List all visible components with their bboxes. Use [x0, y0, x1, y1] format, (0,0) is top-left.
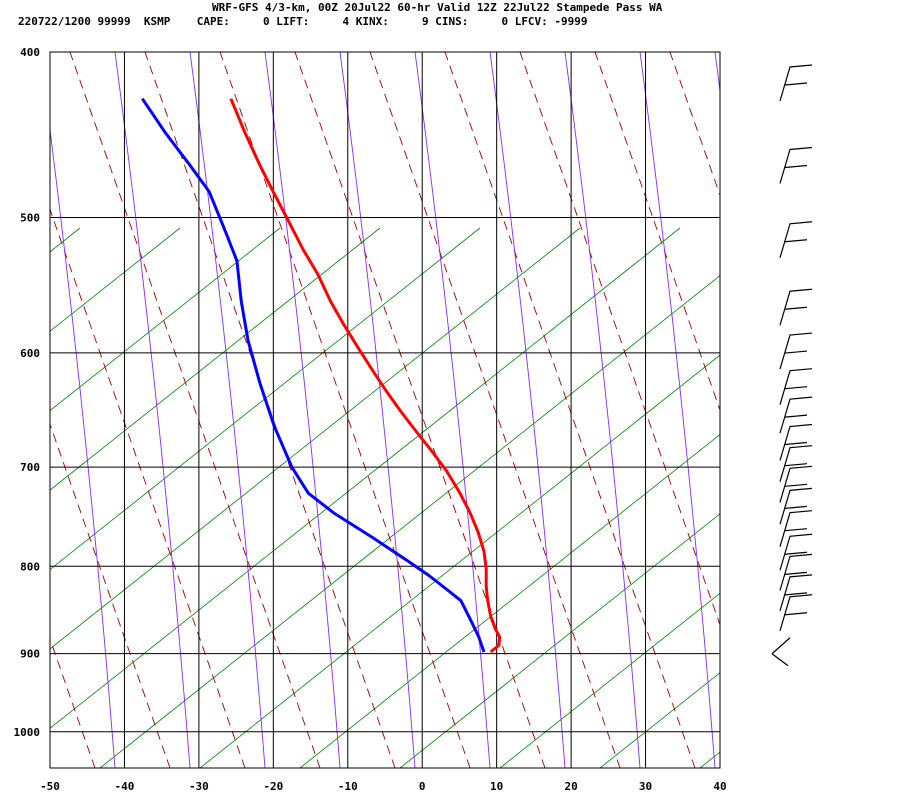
thermo-background-lines — [0, 52, 900, 768]
moist-adiabat-line — [114, 52, 191, 768]
dry-adiabat-line — [519, 52, 720, 627]
dry-adiabat-line — [820, 52, 900, 768]
wind-barb — [779, 465, 813, 503]
skewed-background-line — [599, 672, 720, 768]
moist-adiabat-line — [414, 52, 491, 768]
axis-ticks: -50 -40 -30 -20 -10 0 10 20 30 40 400 500 600 700 800 9… — [14, 46, 727, 793]
y-tick-label: 500 — [20, 212, 40, 225]
dry-adiabat-line — [50, 208, 246, 768]
header-title-line: WRF-GFS 4/3-km, 00Z 20Jul22 60-hr Valid … — [212, 1, 663, 14]
dry-adiabat-line — [594, 52, 720, 412]
moist-adiabat-line — [564, 52, 641, 768]
moist-adiabat-line — [189, 52, 266, 768]
moist-adiabat-line — [339, 52, 416, 768]
wind-barb — [779, 594, 813, 631]
skewed-background-line — [499, 592, 720, 768]
x-tick-label: 30 — [639, 780, 652, 793]
wind-barb — [779, 510, 813, 547]
wind-barb — [779, 368, 813, 405]
moist-adiabat-line — [50, 126, 116, 768]
skewed-background-line — [50, 227, 281, 412]
wind-barb — [779, 64, 813, 102]
wind-barb — [779, 487, 813, 525]
skewed-background-line — [299, 433, 720, 768]
x-tick-label: 20 — [564, 780, 577, 793]
wind-barb — [779, 288, 813, 326]
dry-adiabat-line — [294, 52, 546, 768]
wind-barb — [779, 553, 813, 591]
wind-barb — [779, 146, 813, 184]
dry-adiabat-line — [50, 637, 96, 768]
x-tick-label: -30 — [189, 780, 209, 793]
skewed-background-line — [50, 227, 181, 332]
dry-adiabat-line — [669, 52, 720, 197]
header-indices-line: 220722/1200 99999 KSMP CAPE: 0 LIFT: 4 K… — [18, 15, 588, 28]
wind-barb — [779, 423, 813, 461]
x-tick-label: 40 — [713, 780, 726, 793]
skewed-background-line — [50, 227, 681, 729]
chart-grid — [49, 51, 721, 769]
skewed-background-line — [800, 228, 900, 768]
x-tick-label: -20 — [263, 780, 283, 793]
skewed-background-line — [399, 513, 720, 768]
wind-barb — [779, 396, 813, 434]
y-tick-label: 800 — [20, 560, 40, 573]
dewpoint-profile-line — [141, 97, 486, 653]
skewed-background-line — [199, 354, 720, 768]
moist-adiabat-line — [865, 52, 900, 768]
temperature-profile-line — [229, 98, 502, 654]
skewed-background-line — [50, 227, 381, 491]
dry-adiabat-line — [50, 422, 171, 768]
y-tick-label: 600 — [20, 347, 40, 360]
x-tick-label: 10 — [490, 780, 503, 793]
wind-barb — [779, 533, 813, 571]
moist-adiabat-line — [714, 52, 720, 95]
x-tick-label: -50 — [40, 780, 60, 793]
skewed-background-line — [50, 227, 81, 253]
skewed-background-line — [50, 227, 481, 570]
sounding-header: WRF-GFS 4/3-km, 00Z 20Jul22 60-hr Valid … — [0, 0, 900, 32]
dry-adiabat-line — [369, 52, 621, 768]
dry-adiabat-line — [69, 52, 321, 768]
skewed-background-line — [50, 227, 581, 650]
skewed-background-line — [699, 751, 720, 768]
y-tick-label: 400 — [20, 46, 40, 59]
dry-adiabat-line — [444, 52, 696, 768]
moist-adiabat-line — [790, 52, 865, 768]
x-tick-label: 0 — [419, 780, 426, 793]
skewed-background-line — [99, 275, 720, 768]
x-tick-label: -10 — [338, 780, 358, 793]
dry-adiabat-line — [0, 52, 20, 768]
moist-adiabat-line — [639, 52, 716, 768]
moist-adiabat-line — [264, 52, 341, 768]
profile-series — [141, 97, 502, 654]
wind-barb — [779, 445, 813, 482]
x-tick-label: -40 — [115, 780, 135, 793]
wind-barb — [779, 221, 813, 258]
wind-barb — [771, 637, 791, 667]
wind-barbs — [771, 64, 813, 667]
wind-barb — [779, 574, 813, 612]
dry-adiabat-line — [745, 52, 900, 768]
y-tick-label: 900 — [20, 648, 40, 661]
wind-barb — [779, 332, 813, 370]
plot-frame — [49, 51, 721, 769]
y-tick-label: 700 — [20, 461, 40, 474]
y-tick-label: 1000 — [14, 726, 41, 739]
moist-adiabat-line — [489, 52, 566, 768]
